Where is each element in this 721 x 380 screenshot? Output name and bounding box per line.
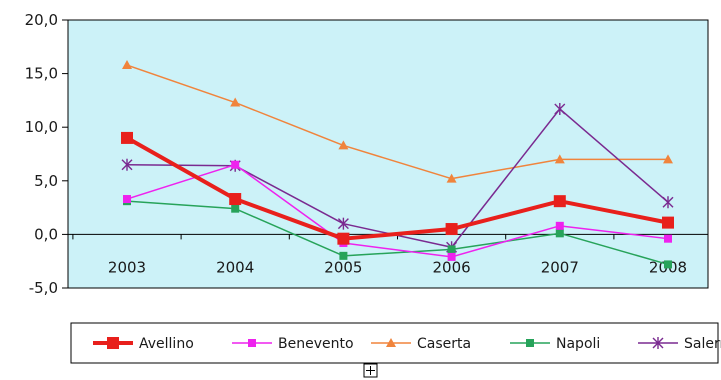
x-tick-label: 2003 xyxy=(108,258,146,276)
legend-label: Caserta xyxy=(417,336,471,352)
data-point xyxy=(664,260,672,269)
data-point xyxy=(555,229,564,238)
y-tick-label: 0,0 xyxy=(34,225,58,243)
data-point xyxy=(446,173,457,183)
y-tick-label: 10,0 xyxy=(25,118,58,136)
legend-label: Benevento xyxy=(278,336,354,352)
data-point xyxy=(447,252,456,261)
series-line xyxy=(126,136,669,241)
x-tick-label: 2005 xyxy=(324,258,362,276)
legend-item-benevento: Benevento xyxy=(232,336,354,352)
data-point xyxy=(555,221,564,230)
series-line xyxy=(126,64,668,180)
series-caserta xyxy=(122,60,673,183)
x-axis: 200320042005200620072008 xyxy=(68,233,708,276)
series-line xyxy=(126,163,669,258)
data-point xyxy=(123,195,131,204)
plot-area xyxy=(67,19,709,289)
data-point xyxy=(386,338,396,347)
legend-label: Salerno xyxy=(684,336,721,352)
data-point xyxy=(231,160,240,169)
expand-icon[interactable] xyxy=(363,363,378,378)
data-point xyxy=(553,195,566,208)
y-tick-label: 20,0 xyxy=(25,11,58,29)
y-axis: -5,0 0,0 5,0 10,0 15,0 20,0 xyxy=(25,11,68,297)
legend: Avellino Benevento Caserta Napoli Salerno xyxy=(70,322,721,364)
x-tick-label: 2004 xyxy=(216,258,254,276)
data-point xyxy=(664,234,672,243)
legend-label: Avellino xyxy=(139,336,194,352)
data-point xyxy=(662,196,674,209)
data-point xyxy=(121,158,133,171)
legend-item-napoli: Napoli xyxy=(510,336,600,352)
data-point xyxy=(526,339,534,347)
data-point xyxy=(554,154,565,164)
series-avellino xyxy=(121,131,674,245)
legend-item-avellino: Avellino xyxy=(93,336,194,352)
x-tick-label: 2006 xyxy=(433,258,471,276)
data-point xyxy=(229,193,242,206)
data-point xyxy=(337,232,350,245)
data-point xyxy=(554,102,566,115)
data-point xyxy=(447,245,456,254)
data-point xyxy=(662,216,674,229)
data-point xyxy=(339,251,348,260)
data-point xyxy=(122,60,132,70)
data-point xyxy=(445,223,458,236)
legend-label: Napoli xyxy=(556,336,600,352)
x-tick-label: 2007 xyxy=(541,258,579,276)
series-line xyxy=(126,200,669,266)
data-point xyxy=(652,337,664,349)
y-tick-label: 15,0 xyxy=(25,65,58,83)
data-point xyxy=(248,339,256,347)
data-point xyxy=(663,154,673,164)
data-point xyxy=(107,337,119,349)
data-point xyxy=(121,131,133,144)
legend-item-salerno: Salerno xyxy=(638,336,721,352)
y-tick-label: 5,0 xyxy=(34,172,58,190)
data-point xyxy=(230,97,241,107)
data-point xyxy=(338,140,349,150)
y-tick-label: -5,0 xyxy=(29,279,58,297)
data-point xyxy=(231,204,240,213)
series-layer xyxy=(121,60,674,269)
legend-item-caserta: Caserta xyxy=(371,336,471,352)
data-point xyxy=(337,217,349,230)
